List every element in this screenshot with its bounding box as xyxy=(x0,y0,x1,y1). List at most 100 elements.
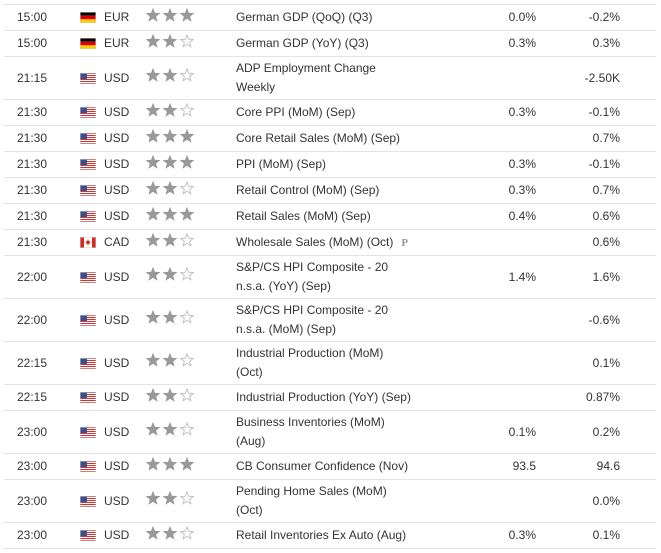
event-time: 23:00 xyxy=(4,410,60,454)
calendar-row: 21:30 USD Retail Control (MoM) (Sep) 0.3% 0.… xyxy=(4,177,656,204)
calendar-row: 22:00 USD S&P/CS HPI Composite - 20 n.s.a. … xyxy=(4,255,656,299)
flag-part xyxy=(80,322,96,324)
previous: 0.7% xyxy=(541,125,656,152)
event-line: Weekly xyxy=(236,80,276,94)
flag-border xyxy=(80,38,96,49)
flag-border xyxy=(80,211,96,222)
flag-part xyxy=(80,113,96,114)
importance-stars xyxy=(145,128,195,143)
flag-part xyxy=(80,273,96,275)
flag-icon xyxy=(80,107,96,118)
calendar-row: 21:30 USD Core PPI (MoM) (Sep) 0.3% -0.1% xyxy=(4,99,656,126)
importance-cell xyxy=(142,410,234,454)
flag-border xyxy=(80,271,96,283)
event-line: (Oct) xyxy=(236,365,263,379)
forecast xyxy=(449,479,541,523)
flag-part xyxy=(80,237,84,248)
event-time: 15:00 xyxy=(4,4,60,31)
flag-border xyxy=(80,237,96,248)
flag-part xyxy=(80,19,96,23)
previous: -0.2% xyxy=(541,4,656,31)
flag-part xyxy=(80,38,96,42)
flag-part xyxy=(80,215,96,216)
forecast: 0.3% xyxy=(449,30,541,57)
event-time: 21:30 xyxy=(4,125,60,152)
flag-part xyxy=(80,72,87,79)
forecast: 0.4% xyxy=(449,203,541,230)
importance-cell xyxy=(142,298,234,342)
star-filled xyxy=(179,7,195,22)
flag-border xyxy=(80,185,96,196)
currency-cell: USD xyxy=(60,479,142,523)
previous: 0.1% xyxy=(541,522,656,549)
star-filled xyxy=(162,490,178,505)
currency-cell: EUR xyxy=(60,4,142,31)
flag-part xyxy=(80,159,96,170)
flag-part xyxy=(80,141,96,142)
currency-code: USD xyxy=(104,493,130,508)
flag-part xyxy=(80,501,96,503)
star-filled xyxy=(145,102,161,117)
star-filled xyxy=(145,309,161,324)
flag-icon xyxy=(80,38,96,49)
flag-part xyxy=(80,430,96,432)
previous: -2.50K xyxy=(541,56,656,100)
flag-part xyxy=(85,239,91,246)
event-line: n.s.a. (MoM) (Sep) xyxy=(236,322,337,336)
flag-part xyxy=(80,275,96,277)
star-filled xyxy=(145,154,161,169)
event-time: 21:30 xyxy=(4,177,60,204)
flag-part xyxy=(80,189,96,190)
flag-part xyxy=(80,499,96,501)
flag-part xyxy=(80,495,87,502)
importance-cell xyxy=(142,522,234,549)
flag-part xyxy=(80,271,96,283)
event-name: CB Consumer Confidence (Nov) xyxy=(234,453,449,480)
star-empty xyxy=(179,180,195,195)
currency-cell: USD xyxy=(60,410,142,454)
flag-part xyxy=(80,461,87,467)
flag-part xyxy=(80,530,96,541)
star-filled xyxy=(162,525,178,540)
flag-part xyxy=(80,41,96,46)
importance-stars xyxy=(145,266,195,281)
currency-cell: CAD xyxy=(60,229,142,256)
currency-code: USD xyxy=(104,390,130,404)
flag-part xyxy=(80,107,96,118)
flag-part xyxy=(80,15,96,20)
forecast: 0.1% xyxy=(449,410,541,454)
flag-part xyxy=(80,211,87,217)
flag-part xyxy=(80,465,96,466)
flag-part xyxy=(80,213,96,214)
event-name: Retail Control (MoM) (Sep) xyxy=(234,177,449,204)
currency-cell: USD xyxy=(60,151,142,178)
flag-part xyxy=(80,316,96,318)
star-filled xyxy=(162,128,178,143)
star-filled xyxy=(179,206,195,221)
importance-cell xyxy=(142,453,234,480)
flag-part xyxy=(80,185,87,191)
event-name: S&P/CS HPI Composite - 20 n.s.a. (MoM) (S… xyxy=(234,298,449,342)
calendar-row: 21:30 CAD Wholesale Sales (MoM) (Oct) P 0.6% xyxy=(4,229,656,256)
previous: 0.6% xyxy=(541,229,656,256)
flag-part xyxy=(80,133,87,139)
star-filled xyxy=(145,180,161,195)
previous: 0.2% xyxy=(541,410,656,454)
star-filled xyxy=(145,33,161,48)
forecast xyxy=(449,56,541,100)
flag-icon xyxy=(80,357,96,369)
importance-cell xyxy=(142,255,234,299)
calendar-row: 21:15 USD ADP Employment Change Weekly -2.50… xyxy=(4,56,656,100)
importance-cell xyxy=(142,229,234,256)
currency-code: USD xyxy=(104,355,130,370)
currency-code: USD xyxy=(104,459,130,473)
event-time: 21:30 xyxy=(4,99,60,126)
star-filled xyxy=(162,352,178,367)
forecast: 0.3% xyxy=(449,177,541,204)
calendar-row: 15:00 EUR German GDP (QoQ) (Q3) 0.0% -0.2% xyxy=(4,4,656,31)
flag-part xyxy=(80,314,96,326)
flag-part xyxy=(80,135,96,136)
event-line: German GDP (QoQ) (Q3) xyxy=(236,10,373,24)
forecast xyxy=(449,341,541,385)
flag-border xyxy=(80,461,96,472)
